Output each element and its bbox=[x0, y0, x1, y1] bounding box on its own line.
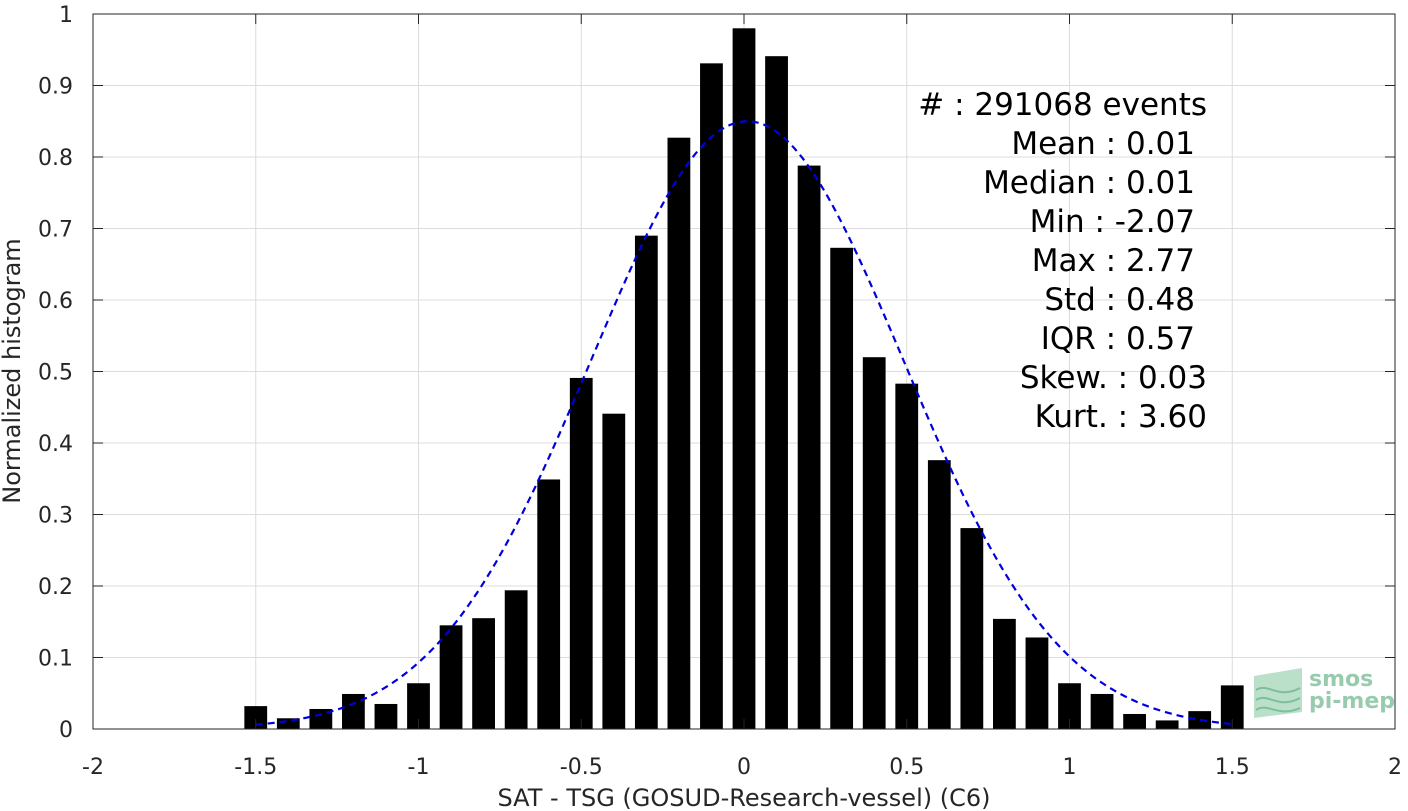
y-tick-label: 0.6 bbox=[38, 289, 73, 314]
histogram-bar bbox=[634, 235, 658, 729]
histogram-bar bbox=[1123, 713, 1146, 729]
histogram-bar bbox=[504, 590, 528, 729]
x-tick-label: -1.5 bbox=[234, 755, 277, 780]
histogram-bar bbox=[374, 703, 398, 729]
histogram-bar bbox=[993, 618, 1016, 729]
histogram-bar bbox=[862, 357, 886, 729]
y-tick-label: 0.9 bbox=[38, 75, 73, 100]
y-tick-label: 0.8 bbox=[38, 146, 73, 171]
histogram-bar bbox=[569, 377, 593, 729]
stat-max: Max : 2.77 bbox=[1032, 243, 1195, 279]
logo-text-pi-mep: pi-mep bbox=[1309, 689, 1395, 714]
histogram-bar bbox=[830, 247, 854, 729]
histogram-bar bbox=[732, 28, 756, 730]
logo-wave-icon bbox=[1254, 668, 1302, 718]
histogram-bar bbox=[1155, 720, 1179, 729]
y-tick-label: 0.2 bbox=[38, 575, 73, 600]
stat-iqr: IQR : 0.57 bbox=[1041, 321, 1195, 357]
bars bbox=[244, 28, 1244, 730]
x-tick-label: 1 bbox=[1063, 755, 1077, 780]
histogram-bar bbox=[472, 618, 495, 729]
x-tick-label: 0 bbox=[737, 755, 751, 780]
histogram-bar bbox=[439, 625, 463, 729]
x-axis-label: SAT - TSG (GOSUD-Research-vessel) (C6) bbox=[498, 784, 991, 811]
x-tick-label: -2 bbox=[82, 755, 104, 780]
histogram-bar bbox=[309, 708, 333, 729]
axes: -2 -1.5 -1 -0.5 0 0.5 1 1.5 2 0 0.1 0.2 0.3 0.4 0.5 0.6… bbox=[38, 3, 1402, 780]
stats-annotation: # : 291068 events Mean : 0.01 Median : 0… bbox=[918, 87, 1207, 435]
gaussian-fit-curve bbox=[255, 120, 1233, 726]
stat-std: Std : 0.48 bbox=[1044, 282, 1195, 318]
histogram-bar bbox=[797, 165, 821, 729]
histogram-bar bbox=[1090, 693, 1114, 729]
y-axis-label: Normalized histogram bbox=[0, 238, 26, 503]
histogram-bar bbox=[1188, 711, 1212, 729]
y-tick-label: 0.5 bbox=[38, 361, 73, 386]
stat-events: # : 291068 events bbox=[918, 87, 1207, 123]
x-tick-label: -1 bbox=[408, 755, 430, 780]
histogram-bar bbox=[895, 383, 919, 729]
stat-skew: Skew. : 0.03 bbox=[1020, 360, 1207, 396]
histogram-bar bbox=[537, 479, 561, 729]
histogram-bar bbox=[1025, 637, 1049, 729]
y-tick-label: 0.7 bbox=[38, 218, 73, 243]
y-tick-label: 0.1 bbox=[38, 647, 73, 672]
histogram-bar bbox=[765, 56, 788, 730]
x-tick-label: 1.5 bbox=[1215, 755, 1250, 780]
x-tick-label: -0.5 bbox=[560, 755, 603, 780]
histogram-bar bbox=[1220, 685, 1244, 729]
y-tick-label: 1 bbox=[59, 3, 73, 28]
histogram-bar bbox=[667, 137, 691, 729]
y-tick-label: 0.3 bbox=[38, 504, 73, 529]
stat-kurt: Kurt. : 3.60 bbox=[1035, 399, 1207, 435]
histogram-bar bbox=[700, 63, 723, 729]
x-tick-label: 0.5 bbox=[889, 755, 924, 780]
y-tick-label: 0 bbox=[59, 718, 73, 743]
histogram-bar bbox=[342, 693, 365, 729]
histogram-bar bbox=[927, 460, 951, 729]
stat-min: Min : -2.07 bbox=[1030, 204, 1195, 240]
logo-text-smos: smos bbox=[1309, 667, 1373, 692]
histogram-bar bbox=[602, 413, 626, 729]
smos-pi-mep-logo: smos pi-mep bbox=[1254, 667, 1395, 718]
histogram-bar bbox=[407, 683, 430, 729]
histogram-bar bbox=[1058, 683, 1081, 729]
stat-mean: Mean : 0.01 bbox=[1011, 126, 1195, 162]
histogram-bar bbox=[960, 528, 984, 729]
y-tick-label: 0.4 bbox=[38, 432, 73, 457]
histogram-bar bbox=[276, 718, 300, 729]
stat-median: Median : 0.01 bbox=[983, 165, 1195, 201]
x-tick-label: 2 bbox=[1388, 755, 1402, 780]
